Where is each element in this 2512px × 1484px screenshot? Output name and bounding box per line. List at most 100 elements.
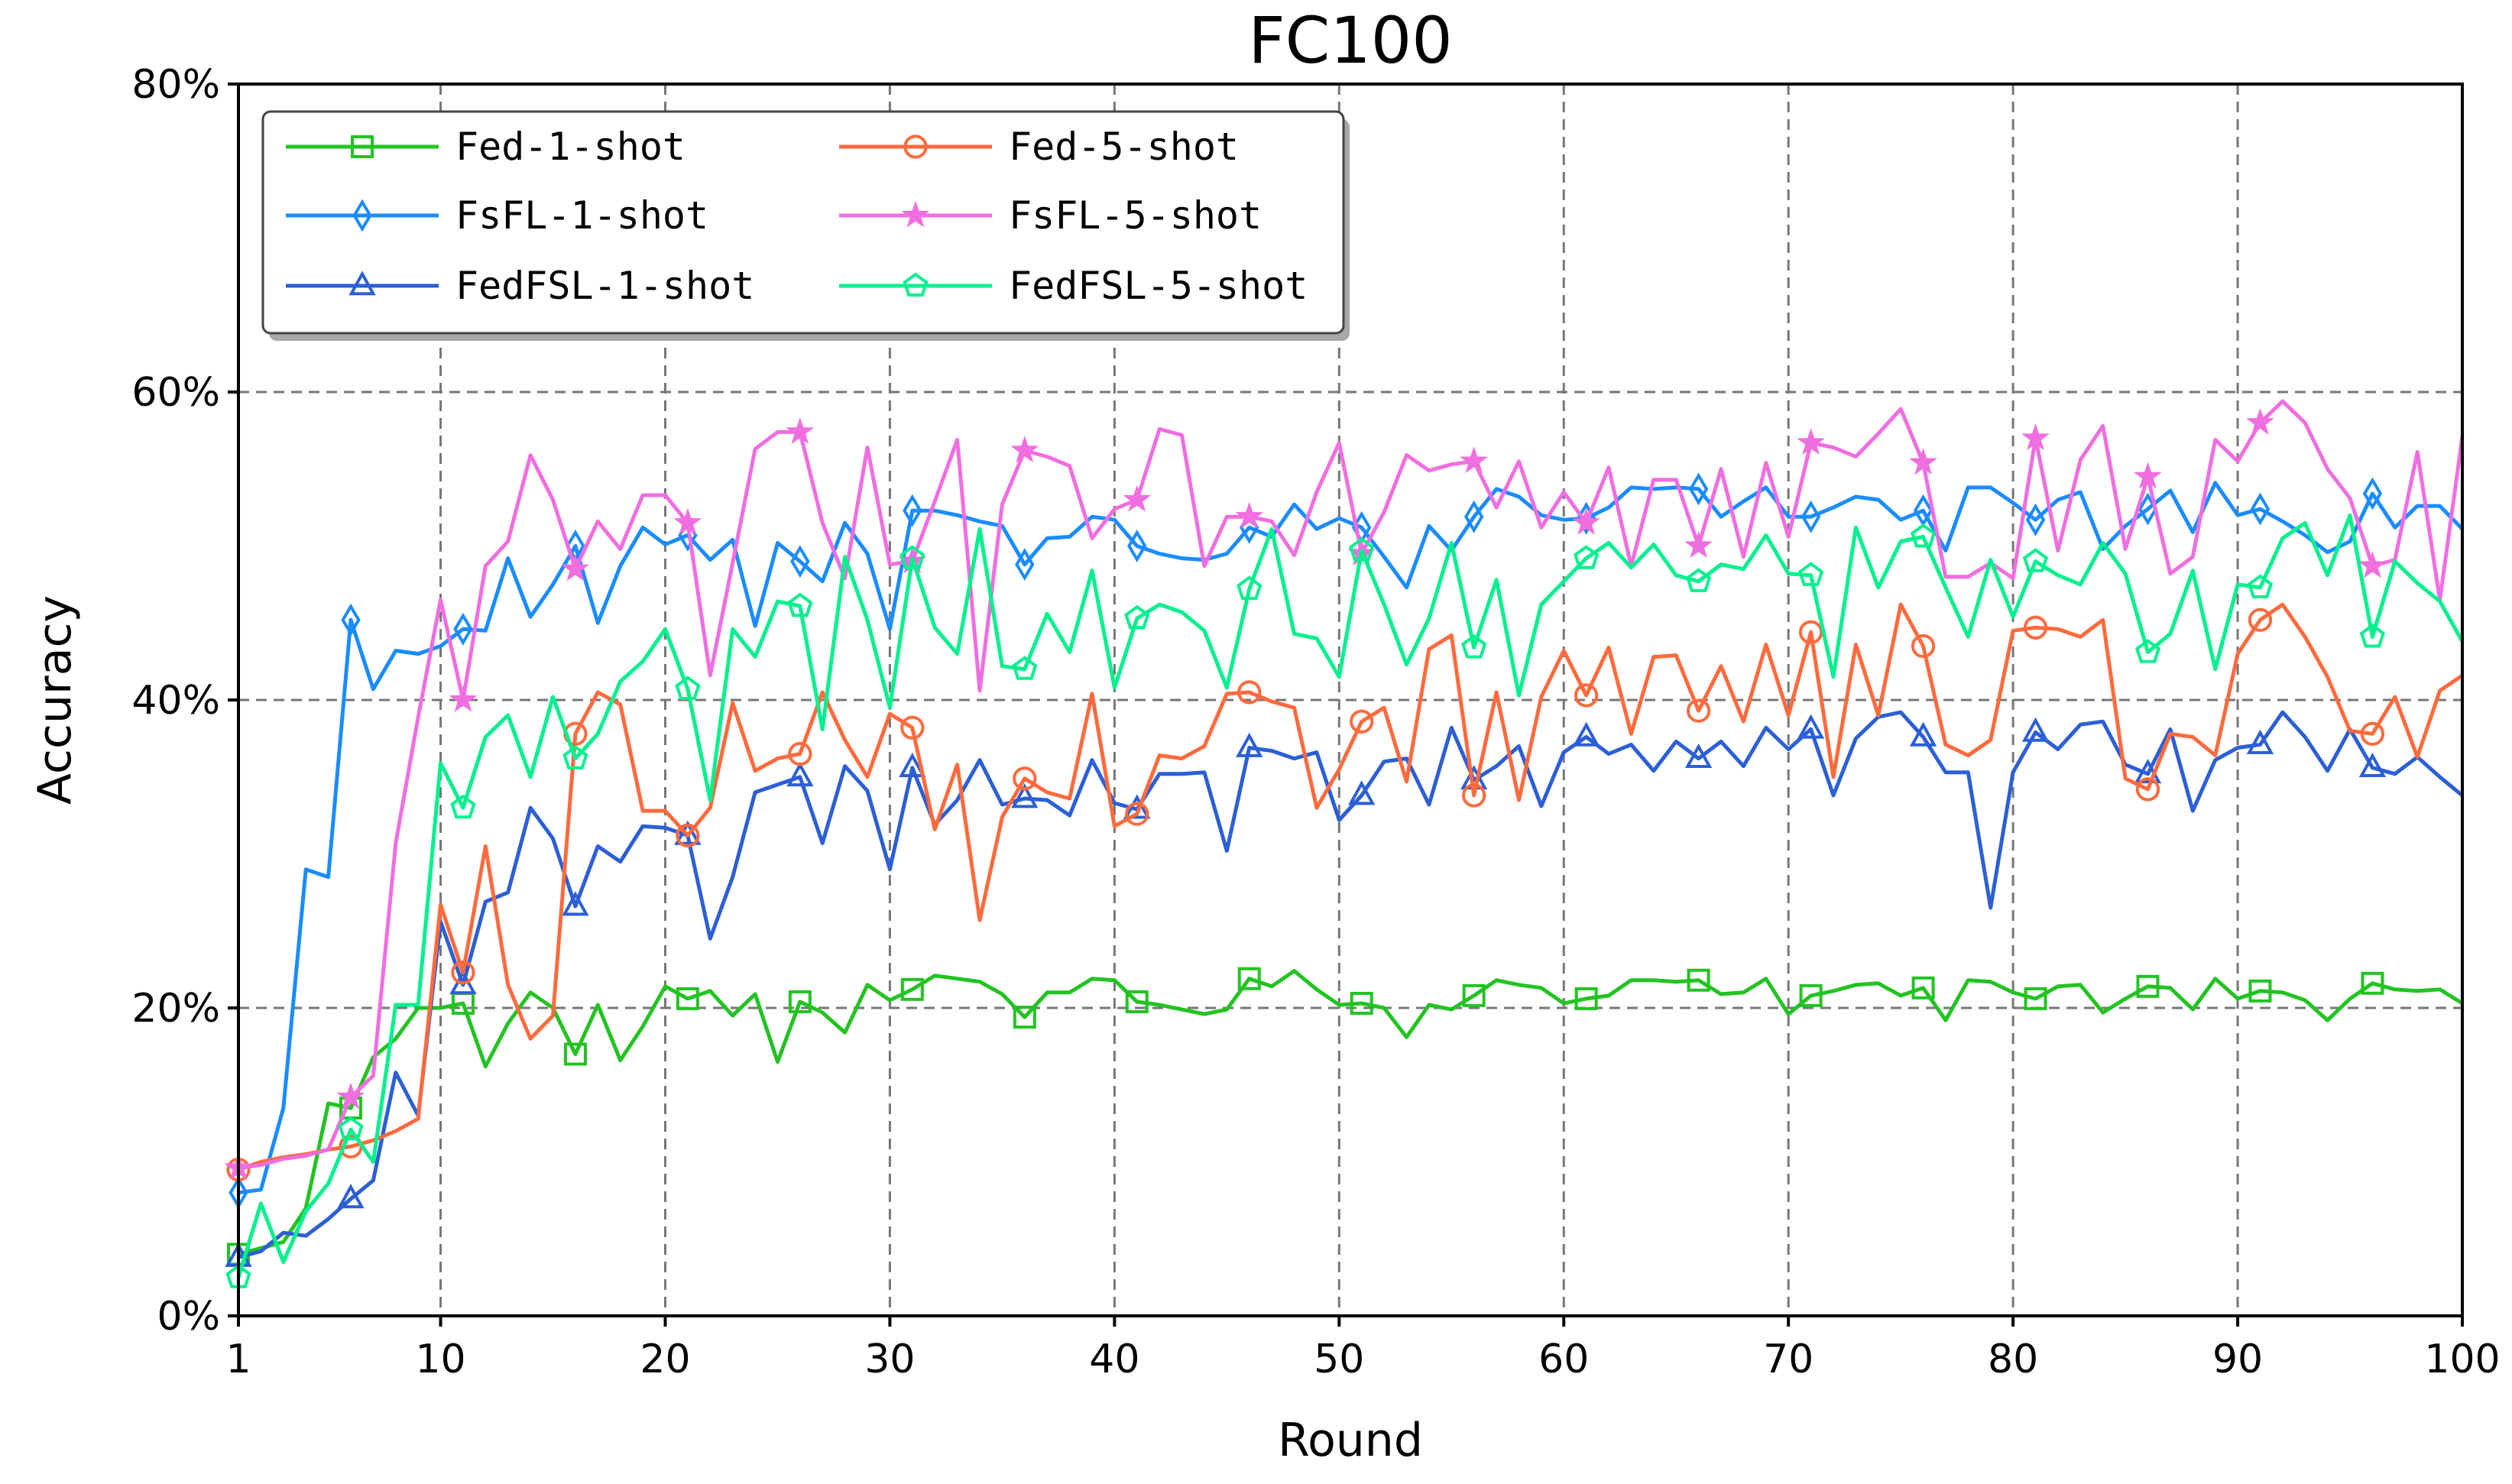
data-point-fedfsl-5-shot: [1461, 634, 1487, 659]
data-point-fed-1-shot: [1574, 987, 1598, 1010]
data-point-fedfsl-1-shot: [899, 752, 926, 778]
series-line-fedfsl-5-shot: [236, 513, 2465, 1278]
data-point-fed-1-shot: [1350, 991, 1373, 1015]
legend-label: FedFSL-5-shot: [1009, 264, 1308, 308]
legend-marker: [903, 134, 928, 159]
x-tick-label: 90: [2212, 1337, 2263, 1382]
data-point-fed-5-shot: [451, 961, 475, 985]
data-point-fed-5-shot: [788, 741, 812, 766]
data-point-fed-5-shot: [1574, 683, 1599, 708]
data-point-fed-5-shot: [1686, 698, 1711, 723]
data-point-fed-5-shot: [1350, 709, 1374, 734]
data-point-fsfl-1-shot: [453, 612, 473, 646]
series-line-fed-5-shot: [238, 602, 2464, 1171]
data-point-fedfsl-1-shot: [562, 891, 589, 916]
data-point-fedfsl-5-shot: [450, 794, 476, 819]
legend-box: [261, 110, 1345, 335]
data-point-fed-5-shot: [676, 823, 700, 847]
data-point-fed-1-shot: [900, 977, 924, 1001]
x-tick-label: 100: [2424, 1337, 2500, 1382]
data-point-fsfl-5-shot: [2246, 407, 2274, 435]
data-point-fed-1-shot: [676, 987, 699, 1010]
series-layer: [224, 399, 2465, 1288]
legend-label: FsFL-1-shot: [455, 193, 708, 238]
data-point-fed-5-shot: [1125, 802, 1149, 826]
data-point-fsfl-1-shot: [341, 603, 361, 637]
data-point-fsfl-5-shot: [449, 685, 478, 712]
data-point-fed-1-shot: [2248, 979, 2272, 1003]
data-point-fedfsl-1-shot: [1684, 743, 1713, 768]
data-point-fedfsl-5-shot: [562, 745, 588, 770]
x-tick-label: 70: [1763, 1337, 1814, 1382]
data-point-fedfsl-1-shot: [674, 820, 702, 845]
series-line-fedfsl-1-shot: [238, 710, 2464, 1259]
data-point-fsfl-1-shot: [1127, 530, 1147, 562]
data-point-fedfsl-5-shot: [1686, 568, 1712, 592]
data-point-fsfl-5-shot: [1684, 531, 1713, 559]
data-point-fedfsl-5-shot: [787, 592, 813, 617]
data-point-fedfsl-5-shot: [1798, 562, 1824, 586]
legend-item-fed-1-shot: Fed-1-shot: [286, 125, 686, 169]
data-point-fedfsl-5-shot: [899, 545, 925, 569]
axes: 1 10 20 30 40 50 60 70 80 90 100 0% 20% 40% 60% 80%: [131, 62, 2500, 1382]
series-fedfsl-1-shot: [225, 710, 2464, 1267]
x-tick-label: 50: [1314, 1337, 1364, 1382]
data-point-fsfl-5-shot: [1123, 484, 1152, 512]
series-line-fsfl-1-shot: [238, 481, 2464, 1195]
data-point-fed-5-shot: [2135, 777, 2160, 802]
data-point-fed-1-shot: [1687, 968, 1710, 992]
data-point-fed-5-shot: [1911, 633, 1936, 659]
data-point-fedfsl-5-shot: [2247, 574, 2274, 598]
y-tick-label: 20%: [131, 986, 220, 1032]
data-point-fsfl-1-shot: [1015, 548, 1035, 582]
data-point-fsfl-5-shot: [1235, 501, 1264, 529]
data-point-fsfl-1-shot: [2362, 477, 2383, 510]
data-point-fedfsl-5-shot: [2022, 548, 2049, 572]
data-point-fsfl-5-shot: [1572, 507, 1600, 535]
x-tick-label: 20: [640, 1337, 690, 1382]
data-point-fed-5-shot: [2248, 608, 2273, 632]
data-point-fedfsl-1-shot: [1236, 732, 1263, 757]
legend-item-fsfl-1-shot: FsFL-1-shot: [286, 193, 708, 238]
legend-item-fsfl-5-shot: FsFL-5-shot: [839, 193, 1262, 238]
legend-label: Fed-5-shot: [1009, 125, 1239, 169]
data-point-fedfsl-5-shot: [2134, 639, 2161, 663]
data-point-fsfl-5-shot: [1797, 428, 1825, 455]
data-point-fed-5-shot: [1798, 620, 1823, 644]
data-point-fedfsl-1-shot: [1348, 780, 1376, 805]
data-point-fed-1-shot: [1125, 990, 1149, 1013]
legend-marker: [352, 199, 372, 232]
data-point-fedfsl-5-shot: [1012, 656, 1038, 680]
data-point-fedfsl-1-shot: [2358, 752, 2387, 778]
data-point-fsfl-5-shot: [786, 417, 815, 444]
legend-item-fedfsl-5-shot: FedFSL-5-shot: [839, 264, 1308, 308]
data-point-fsfl-5-shot: [2134, 462, 2162, 489]
x-tick-label: 30: [864, 1337, 915, 1382]
data-point-fsfl-5-shot: [1010, 436, 1039, 463]
data-point-fsfl-5-shot: [673, 507, 702, 535]
legend-items: Fed-1-shot FsFL-1-shot FedFSL-1-shot Fed-5-…: [286, 125, 1308, 308]
data-point-fed-1-shot: [2136, 974, 2160, 998]
data-point-fed-5-shot: [1462, 783, 1486, 808]
legend-item-fedfsl-1-shot: FedFSL-1-shot: [286, 264, 754, 308]
data-point-fsfl-5-shot: [1460, 446, 1488, 474]
data-point-fed-5-shot: [900, 715, 925, 740]
data-point-fedfsl-1-shot: [337, 1184, 365, 1209]
data-point-fedfsl-1-shot: [2246, 729, 2274, 754]
data-point-fed-1-shot: [1911, 976, 1935, 1000]
x-tick-label: 60: [1538, 1337, 1589, 1382]
data-point-fedfsl-5-shot: [2359, 623, 2385, 648]
chart-title: FC100: [1248, 3, 1452, 78]
y-axis-title: Accuracy: [28, 595, 82, 805]
y-tick-label: 0%: [157, 1294, 221, 1340]
data-point-fedfsl-5-shot: [1124, 604, 1150, 630]
data-point-fsfl-1-shot: [2250, 492, 2271, 526]
legend-item-fed-5-shot: Fed-5-shot: [839, 125, 1239, 169]
data-point-fedfsl-5-shot: [338, 1116, 364, 1141]
y-tick-label: 80%: [131, 62, 220, 108]
data-point-fsfl-5-shot: [1909, 448, 1937, 475]
legend-label: Fed-1-shot: [455, 125, 686, 169]
data-point-fed-1-shot: [1462, 983, 1486, 1007]
data-point-fed-5-shot: [2360, 721, 2385, 746]
